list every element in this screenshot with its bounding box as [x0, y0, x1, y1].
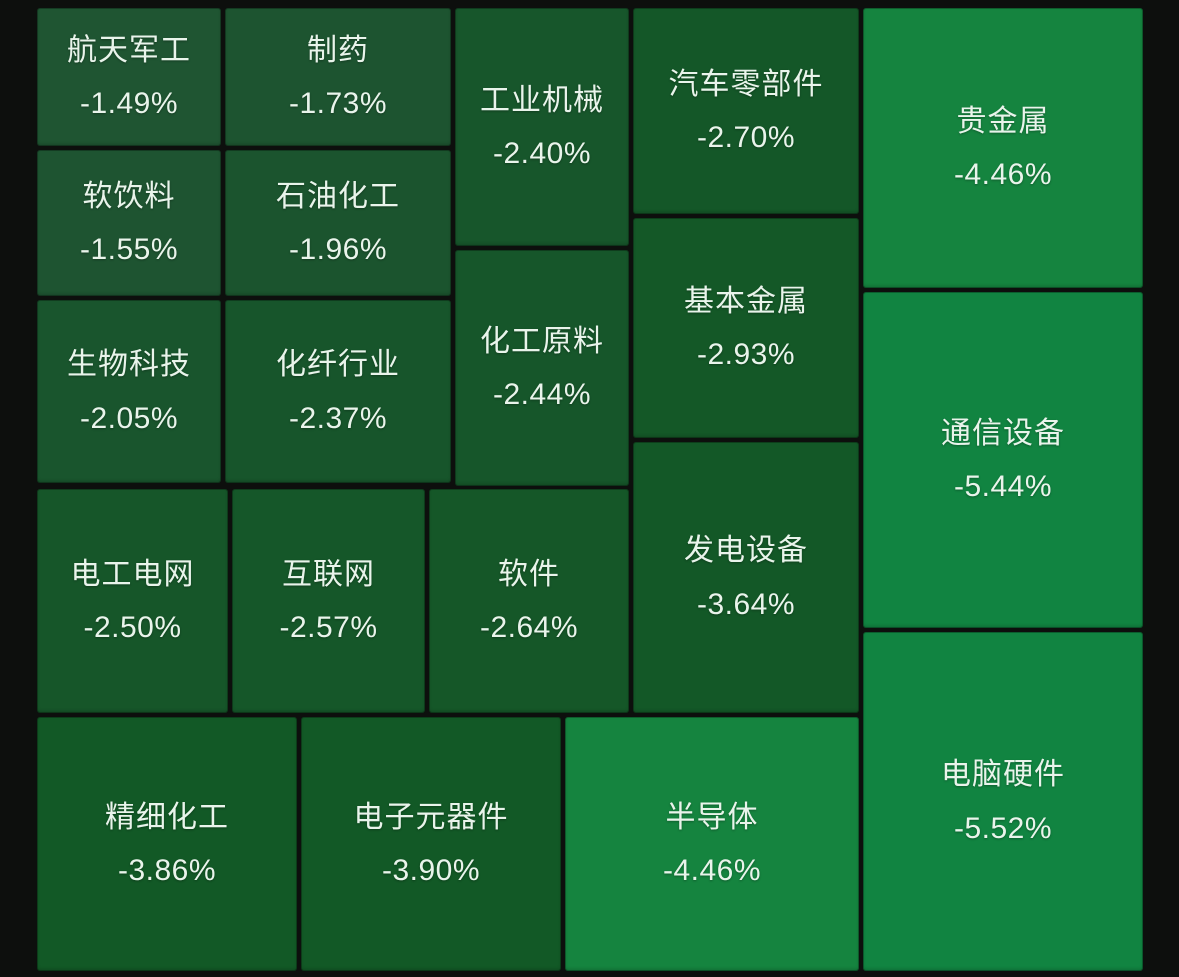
treemap-tile[interactable]: 电脑硬件 -5.52%	[863, 632, 1143, 971]
sector-name: 电子元器件	[353, 800, 509, 834]
sector-change-percent: -1.73%	[288, 87, 388, 120]
sector-name: 化工原料	[480, 324, 604, 358]
treemap-tile[interactable]: 电工电网 -2.50%	[37, 489, 228, 713]
sector-change-percent: -3.64%	[696, 587, 796, 621]
treemap-tile[interactable]: 航天军工 -1.49%	[37, 8, 221, 146]
sector-name: 软饮料	[82, 179, 176, 213]
sector-name: 半导体	[665, 800, 759, 834]
treemap-tile[interactable]: 工业机械 -2.40%	[455, 8, 629, 246]
sector-change-percent: -1.49%	[79, 87, 179, 120]
treemap-tile[interactable]: 贵金属 -4.46%	[863, 8, 1143, 288]
sector-name: 精细化工	[105, 800, 229, 834]
sector-change-percent: -2.44%	[492, 378, 592, 411]
treemap-tile[interactable]: 软饮料 -1.55%	[37, 150, 221, 296]
sector-change-percent: -2.40%	[492, 137, 592, 170]
sector-change-percent: -5.52%	[953, 811, 1053, 845]
treemap-tile[interactable]: 生物科技 -2.05%	[37, 300, 221, 483]
sector-name: 生物科技	[67, 348, 191, 381]
sector-name: 航天军工	[67, 33, 191, 67]
treemap-tile[interactable]: 通信设备 -5.44%	[863, 292, 1143, 628]
sector-name: 电工电网	[70, 557, 195, 591]
sector-change-percent: -2.57%	[279, 611, 378, 644]
sector-change-percent: -3.90%	[381, 854, 481, 887]
treemap-tile[interactable]: 化工原料 -2.44%	[455, 250, 629, 486]
sector-change-percent: -2.93%	[696, 338, 796, 371]
treemap-tile[interactable]: 半导体 -4.46%	[565, 717, 859, 971]
treemap-tile[interactable]: 汽车零部件 -2.70%	[633, 8, 859, 214]
sector-name: 基本金属	[684, 284, 808, 318]
treemap-tile[interactable]: 软件 -2.64%	[429, 489, 629, 713]
sector-name: 制药	[307, 33, 369, 67]
treemap-tile[interactable]: 精细化工 -3.86%	[37, 717, 297, 971]
sector-name: 软件	[498, 557, 560, 591]
sector-name: 化纤行业	[276, 348, 400, 381]
sector-change-percent: -4.46%	[662, 854, 762, 887]
sector-change-percent: -2.70%	[696, 121, 796, 154]
sector-change-percent: -4.46%	[953, 158, 1053, 191]
sector-name: 汽车零部件	[668, 67, 824, 101]
treemap-tile[interactable]: 制药 -1.73%	[225, 8, 451, 146]
sector-name: 通信设备	[941, 416, 1065, 450]
treemap-tile[interactable]: 石油化工 -1.96%	[225, 150, 451, 296]
sector-name: 石油化工	[276, 179, 400, 213]
sector-name: 工业机械	[480, 83, 604, 117]
sector-change-percent: -3.86%	[117, 854, 217, 887]
sector-change-percent: -2.05%	[79, 401, 179, 435]
sector-change-percent: -1.55%	[79, 233, 179, 266]
sector-name: 贵金属	[956, 104, 1050, 138]
sector-change-percent: -2.50%	[83, 611, 182, 644]
treemap-tile[interactable]: 电子元器件 -3.90%	[301, 717, 561, 971]
treemap-tile[interactable]: 基本金属 -2.93%	[633, 218, 859, 438]
treemap-tile[interactable]: 发电设备 -3.64%	[633, 442, 859, 713]
sector-name: 互联网	[282, 557, 375, 591]
treemap-tile[interactable]: 互联网 -2.57%	[232, 489, 425, 713]
sector-change-percent: -5.44%	[953, 470, 1053, 503]
sector-name: 电脑硬件	[941, 758, 1065, 791]
sector-change-percent: -1.96%	[288, 233, 388, 266]
treemap-tile[interactable]: 化纤行业 -2.37%	[225, 300, 451, 483]
sector-change-percent: -2.37%	[288, 401, 388, 435]
sector-name: 发电设备	[684, 534, 808, 567]
sector-change-percent: -2.64%	[479, 611, 579, 644]
